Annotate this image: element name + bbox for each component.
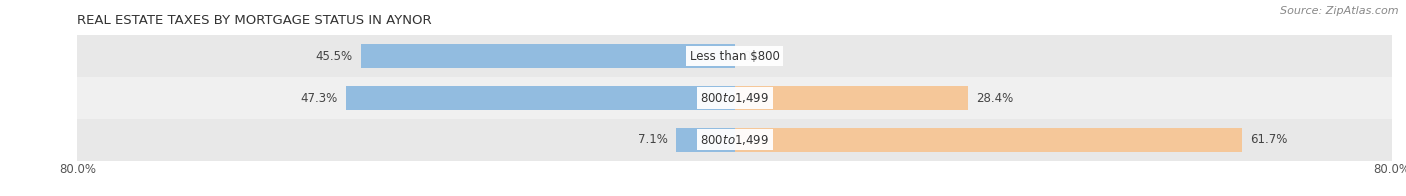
- Text: REAL ESTATE TAXES BY MORTGAGE STATUS IN AYNOR: REAL ESTATE TAXES BY MORTGAGE STATUS IN …: [77, 14, 432, 27]
- Bar: [77, 35, 1392, 77]
- Text: $800 to $1,499: $800 to $1,499: [700, 133, 769, 147]
- Text: Source: ZipAtlas.com: Source: ZipAtlas.com: [1281, 6, 1399, 16]
- Text: 7.1%: 7.1%: [638, 133, 668, 146]
- Bar: [77, 119, 1392, 161]
- Bar: [676, 128, 735, 152]
- Text: 61.7%: 61.7%: [1250, 133, 1286, 146]
- Bar: [361, 44, 735, 68]
- Text: 47.3%: 47.3%: [301, 92, 337, 104]
- Text: 28.4%: 28.4%: [976, 92, 1014, 104]
- Bar: [735, 128, 1241, 152]
- Text: 45.5%: 45.5%: [315, 50, 353, 63]
- Text: Less than $800: Less than $800: [690, 50, 779, 63]
- Text: $800 to $1,499: $800 to $1,499: [700, 91, 769, 105]
- Text: 0.0%: 0.0%: [742, 50, 772, 63]
- Bar: [735, 86, 967, 110]
- Bar: [77, 77, 1392, 119]
- Bar: [346, 86, 735, 110]
